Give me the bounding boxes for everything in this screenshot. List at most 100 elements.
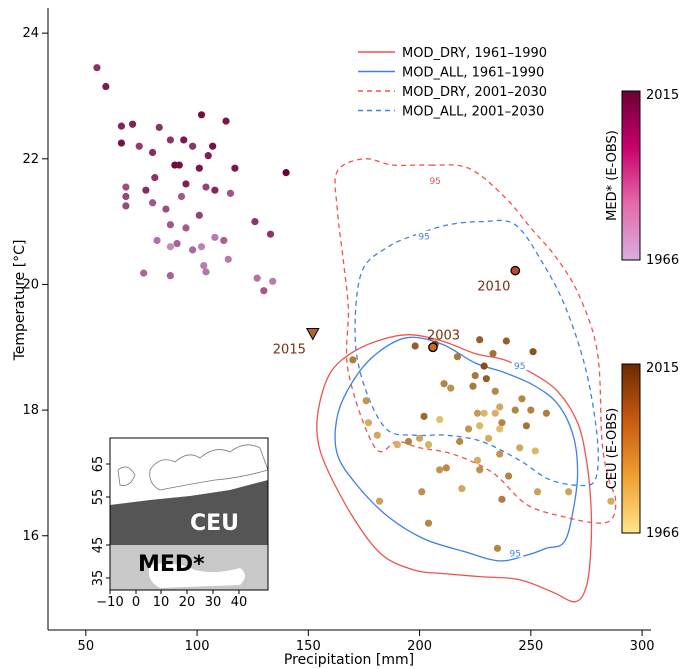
inset-lat-label: 35 (91, 570, 106, 587)
data-point (424, 441, 433, 449)
colorbar-top-label: 2015 (646, 88, 679, 103)
y-tick-label: 24 (22, 26, 39, 41)
data-point (415, 434, 424, 442)
data-point (202, 183, 210, 191)
contour-label-bg (427, 174, 444, 185)
data-point (565, 488, 573, 496)
data-point (471, 371, 479, 380)
legend-label: MOD_ALL, 1961–1990 (402, 66, 544, 81)
data-point (177, 192, 186, 201)
data-point (456, 437, 464, 446)
data-point (155, 123, 163, 131)
data-point (529, 348, 537, 356)
data-point (482, 375, 490, 383)
data-point (117, 122, 126, 130)
data-point (502, 337, 510, 345)
data-point (464, 425, 473, 433)
data-point (498, 419, 506, 427)
data-point (180, 136, 188, 144)
data-point (102, 82, 110, 91)
data-point (440, 380, 448, 388)
x-tick-label: 150 (296, 639, 321, 654)
data-point (162, 205, 170, 213)
data-point (122, 192, 130, 201)
y-tick-label: 18 (22, 403, 39, 418)
data-point (424, 519, 433, 527)
data-point (202, 268, 210, 276)
inset-lat-label: 55 (91, 489, 106, 506)
inset-frame (109, 437, 269, 591)
data-point (224, 255, 232, 263)
x-tick-label: 250 (518, 639, 543, 654)
y-tick-label: 16 (22, 529, 39, 544)
data-point (375, 497, 384, 505)
contour-label: 95 (418, 233, 429, 243)
data-point (480, 409, 488, 417)
data-point (364, 419, 373, 427)
data-point (418, 488, 426, 496)
colorbar (621, 90, 641, 261)
data-point (260, 287, 268, 295)
data-point (266, 230, 275, 238)
inset-lon-label: 30 (205, 595, 222, 610)
contour-label-bg (416, 230, 433, 241)
data-point (166, 243, 174, 251)
colorbar (621, 363, 641, 534)
ceu-label: CEU (190, 511, 239, 536)
highlight-label: 2003 (427, 328, 460, 343)
data-point (148, 199, 157, 207)
legend: MOD_DRY, 1961–1990 MOD_ALL, 1961–1990 MOD_… (358, 46, 547, 120)
data-point (253, 274, 261, 282)
data-point (189, 142, 197, 150)
data-point (436, 415, 444, 424)
data-point (142, 186, 150, 194)
data-point (204, 152, 212, 160)
data-point (211, 233, 219, 241)
data-point (189, 246, 197, 254)
data-point (442, 464, 450, 472)
data-point (498, 495, 506, 503)
data-point (166, 272, 174, 280)
data-point (533, 488, 542, 496)
y-axis-label: Temperature [°C] (12, 240, 28, 362)
x-tick-label: 50 (78, 639, 95, 654)
data-point (153, 236, 161, 245)
data-point (489, 349, 497, 358)
contour-line (354, 219, 599, 487)
data-point (496, 425, 504, 433)
highlighted-years: 2010 2003 2015 (273, 265, 521, 357)
highlight-label: 2010 (477, 280, 510, 295)
data-point (222, 117, 230, 125)
data-point (480, 362, 488, 370)
data-point (173, 240, 181, 248)
colorbar-title: CEU (E-OBS) (605, 408, 620, 490)
data-point (511, 406, 519, 414)
data-point (195, 211, 203, 219)
contour-line (334, 336, 579, 562)
x-tick-label: 300 (630, 639, 655, 654)
data-point (231, 164, 239, 172)
x-axis-label: Precipitation [mm] (284, 652, 414, 668)
scatter-points (93, 64, 615, 552)
data-point (148, 148, 157, 157)
data-point (453, 353, 462, 361)
data-point (128, 120, 137, 128)
data-point (496, 403, 504, 411)
x-tick-label: 200 (407, 639, 432, 654)
legend-label: MOD_DRY, 1961–1990 (402, 46, 547, 61)
data-point (362, 397, 370, 405)
data-point (476, 422, 484, 430)
contour-label: 95 (514, 362, 525, 372)
data-point (197, 243, 206, 251)
contour-label: 95 (510, 549, 521, 559)
highlight-label: 2015 (273, 342, 306, 357)
data-point (404, 437, 413, 446)
contour-line (316, 334, 593, 603)
data-point (166, 221, 174, 229)
data-point (484, 434, 493, 442)
contour-label: 95 (429, 177, 440, 187)
data-point (516, 444, 524, 452)
coastline (149, 444, 269, 491)
data-point (200, 261, 208, 270)
